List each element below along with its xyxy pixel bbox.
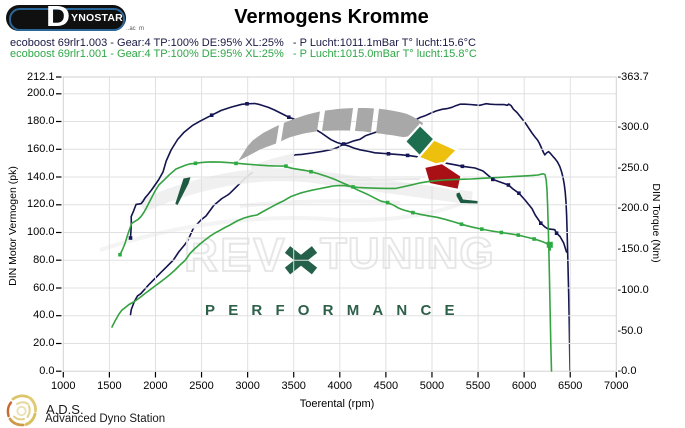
svg-text:PERFORMANCE: PERFORMANCE (205, 302, 468, 319)
svg-text:TUNING: TUNING (320, 229, 495, 278)
svg-text:REV: REV (184, 228, 287, 281)
